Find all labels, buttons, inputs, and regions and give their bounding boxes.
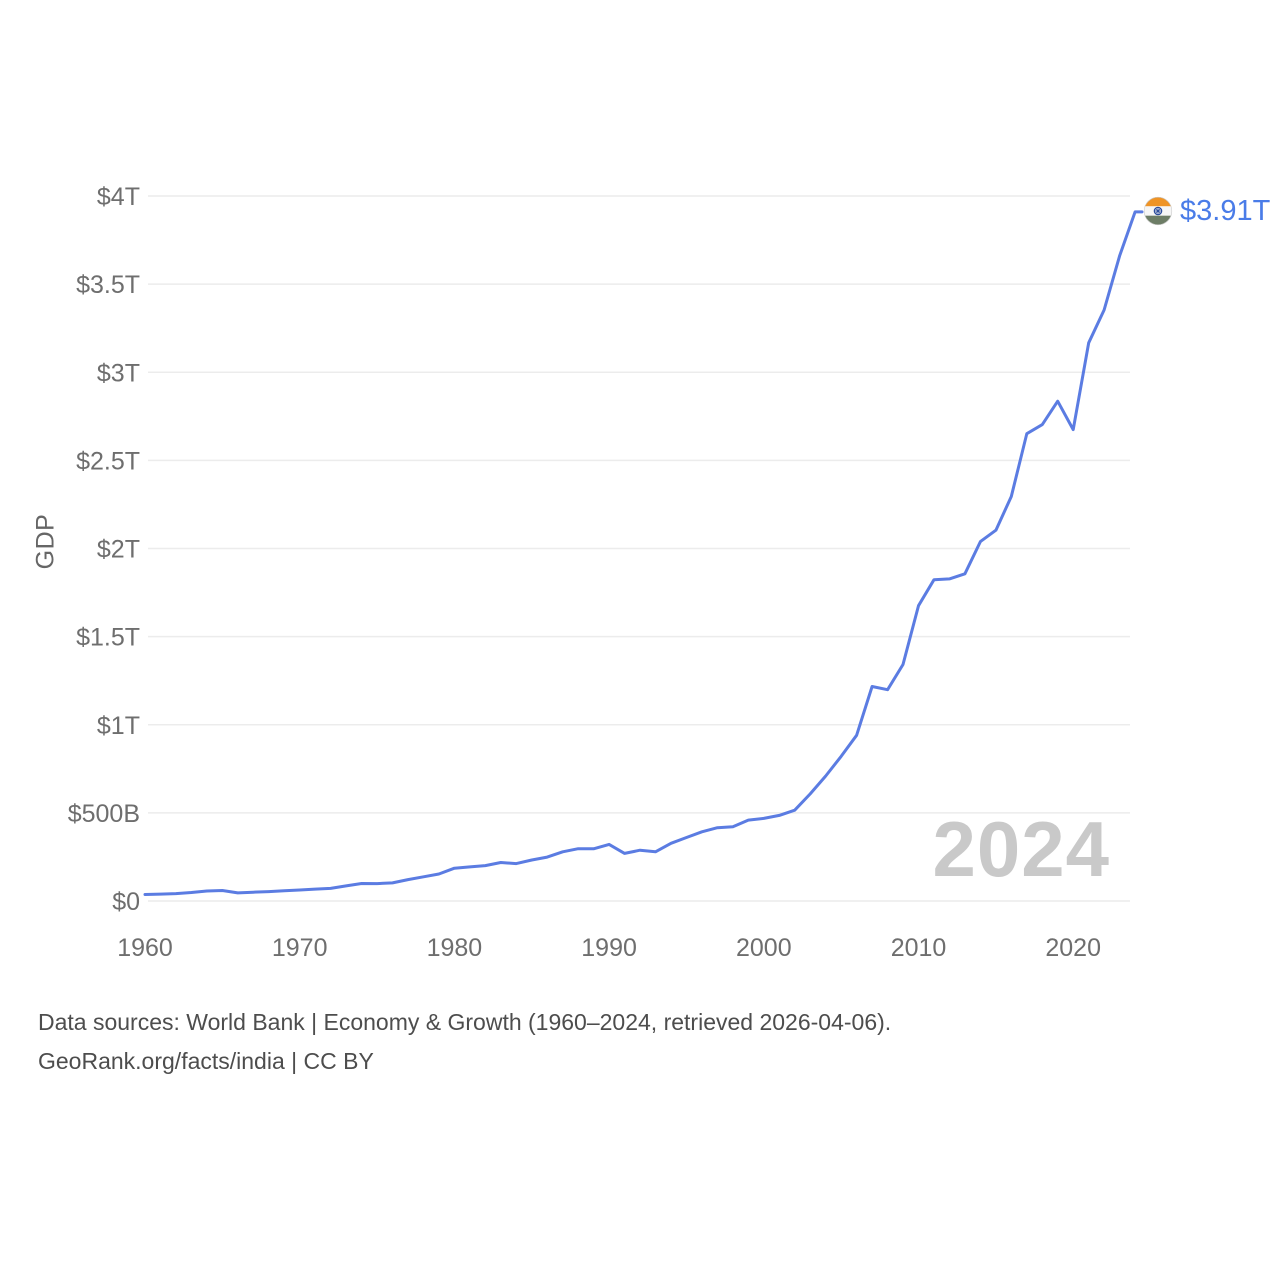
x-tick-label: 2000 [736, 934, 792, 962]
y-tick-label: $2T [97, 536, 140, 564]
series-end-label: $3.91T [1143, 194, 1271, 227]
gdp-series-line [143, 210, 1144, 896]
footer-attribution-line: GeoRank.org/facts/india | CC BY [38, 1048, 374, 1074]
india-flag-icon [1143, 196, 1173, 226]
x-tick-label: 2010 [891, 934, 947, 962]
y-tick-label: $3.5T [76, 271, 140, 299]
y-tick-label: $3T [97, 359, 140, 387]
y-tick-label: $4T [97, 183, 140, 211]
x-tick-label: 1960 [117, 934, 173, 962]
y-tick-label: $1T [97, 712, 140, 740]
x-tick-label: 1990 [581, 934, 637, 962]
y-tick-label: $2.5T [76, 447, 140, 475]
y-axis-title: GDP [31, 513, 60, 570]
watermark-year: 2024 [932, 805, 1110, 893]
x-tick-label: 1970 [272, 934, 328, 962]
footer-sources-line: Data sources: World Bank | Economy & Gro… [38, 1009, 892, 1035]
x-tick-label: 2020 [1045, 934, 1101, 962]
y-tick-label: $1.5T [76, 624, 140, 652]
footer: Data sources: World Bank | Economy & Gro… [38, 1003, 891, 1081]
end-value-label: $3.91T [1180, 194, 1271, 227]
gdp-line-chart: $4T $3.5T $3T $2.5T $2T $1.5T $1T $500B $0 1960 19… [68, 183, 1144, 962]
x-tick-label: 1980 [427, 934, 483, 962]
y-tick-label: $0 [112, 888, 140, 916]
y-tick-label: $500B [68, 800, 140, 828]
